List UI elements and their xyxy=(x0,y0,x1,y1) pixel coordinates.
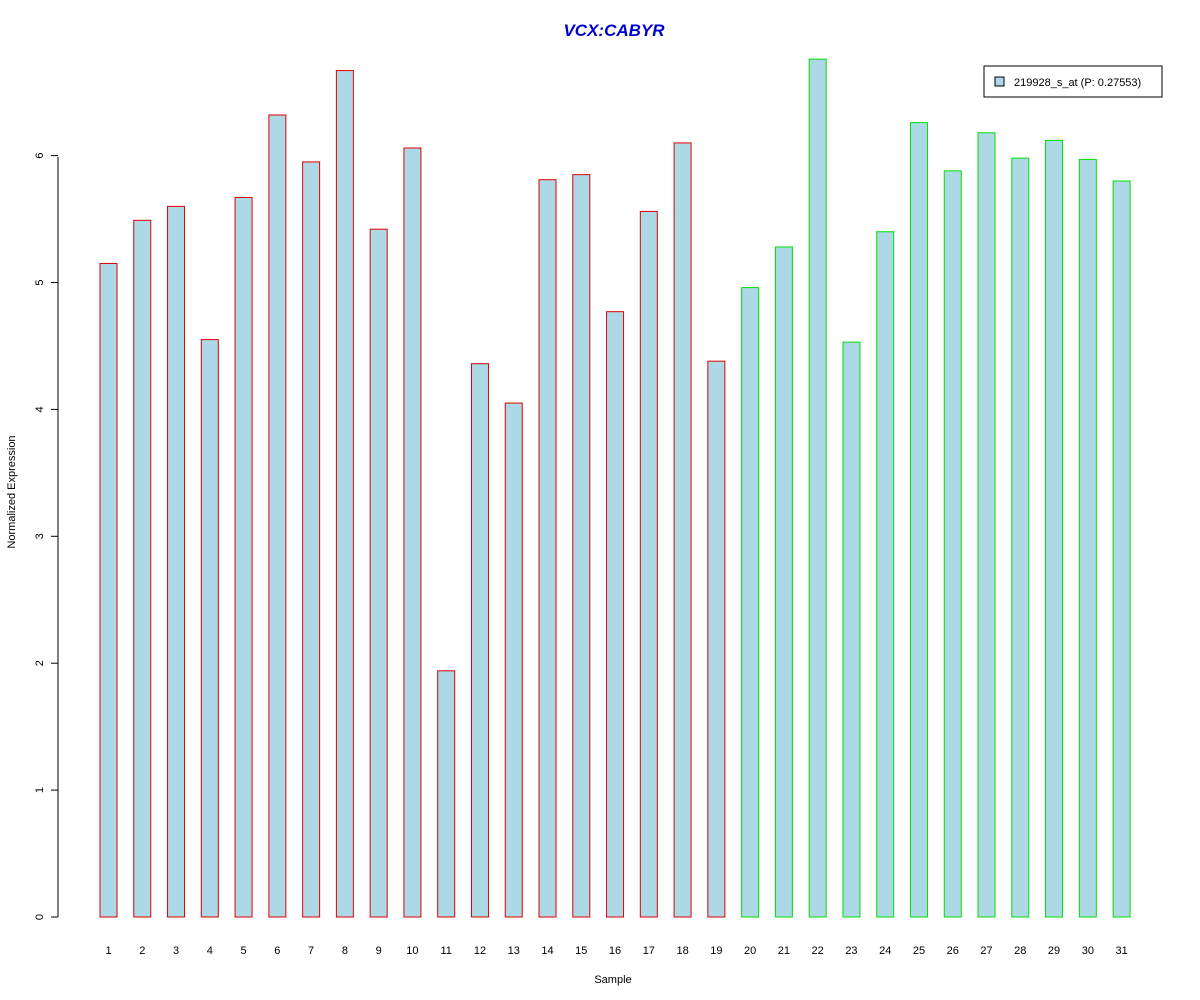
bar-sample-11 xyxy=(437,670,456,918)
x-tick-label: 14 xyxy=(541,945,553,957)
bar-sample-2 xyxy=(133,219,152,918)
x-tick-label: 19 xyxy=(710,945,722,957)
bar-sample-31 xyxy=(1112,180,1131,918)
x-tick-label: 13 xyxy=(508,945,520,957)
y-tick-label: 5 xyxy=(34,279,46,285)
bar-sample-20 xyxy=(741,287,760,918)
legend-box xyxy=(983,65,1163,98)
x-tick-label: 11 xyxy=(440,945,451,957)
x-tick-label: 25 xyxy=(913,945,925,957)
x-tick-label: 1 xyxy=(105,945,111,957)
x-tick-label: 12 xyxy=(474,945,486,957)
bar-sample-18 xyxy=(673,142,692,918)
x-tick-label: 6 xyxy=(274,945,280,957)
x-tick-label: 30 xyxy=(1082,945,1094,957)
y-tick-label: 2 xyxy=(34,660,46,666)
x-tick-label: 22 xyxy=(812,945,824,957)
bar-sample-3 xyxy=(167,205,186,918)
y-axis-label: Normalized Expression xyxy=(6,435,18,548)
bar-sample-10 xyxy=(403,147,422,918)
legend: 219928_s_at (P: 0.27553) xyxy=(983,65,1163,98)
bar-sample-19 xyxy=(707,360,726,918)
x-tick-label: 4 xyxy=(207,945,213,957)
chart-title: VCX:CABYR xyxy=(563,21,665,40)
y-tick-label: 3 xyxy=(34,533,46,539)
x-tick-label: 26 xyxy=(947,945,959,957)
x-tick-labels: 1 2 3 4 5 6 7 8 9 10 11 12 13 14 15 16 17 18 19 20 21 22 23 24 2… xyxy=(105,945,1127,957)
x-tick-label: 27 xyxy=(980,945,992,957)
x-tick-label: 28 xyxy=(1014,945,1026,957)
x-tick-label: 29 xyxy=(1048,945,1060,957)
bar-sample-17 xyxy=(639,210,658,918)
x-tick-label: 18 xyxy=(676,945,688,957)
x-tick-label: 2 xyxy=(139,945,145,957)
y-axis: 0 1 2 3 4 5 6 xyxy=(34,153,59,920)
bar-sample-4 xyxy=(200,339,219,918)
x-tick-label: 16 xyxy=(609,945,621,957)
bar-sample-16 xyxy=(606,311,625,918)
bar-sample-12 xyxy=(470,363,489,918)
bar-sample-21 xyxy=(774,246,793,918)
bar-sample-26 xyxy=(943,170,962,918)
bar-sample-29 xyxy=(1045,139,1064,918)
x-tick-label: 21 xyxy=(778,945,790,957)
bar-sample-23 xyxy=(842,341,861,918)
x-tick-label: 17 xyxy=(643,945,655,957)
x-tick-label: 10 xyxy=(406,945,418,957)
legend-label: 219928_s_at (P: 0.27553) xyxy=(1014,77,1141,89)
x-tick-label: 31 xyxy=(1115,945,1127,957)
bar-sample-25 xyxy=(909,122,928,918)
y-tick-label: 0 xyxy=(34,914,46,920)
legend-swatch xyxy=(994,76,1005,87)
x-tick-label: 5 xyxy=(241,945,247,957)
bar-sample-7 xyxy=(302,161,321,918)
bar-sample-1 xyxy=(99,262,118,918)
x-tick-label: 8 xyxy=(342,945,348,957)
bar-sample-13 xyxy=(504,402,523,918)
bar-sample-15 xyxy=(572,174,591,918)
bar-sample-14 xyxy=(538,179,557,918)
y-tick-label: 1 xyxy=(34,787,46,793)
bar-sample-27 xyxy=(977,132,996,918)
x-tick-label: 7 xyxy=(308,945,314,957)
y-tick-label: 6 xyxy=(34,153,46,159)
bar-sample-30 xyxy=(1078,158,1097,918)
bars-group xyxy=(99,58,1131,918)
x-tick-label: 24 xyxy=(879,945,891,957)
x-tick-label: 3 xyxy=(173,945,179,957)
bar-sample-22 xyxy=(808,58,827,918)
x-tick-label: 23 xyxy=(845,945,857,957)
bar-sample-28 xyxy=(1011,157,1030,918)
x-tick-label: 15 xyxy=(575,945,587,957)
x-axis-label: Sample xyxy=(594,974,631,986)
bar-sample-24 xyxy=(876,231,895,918)
bar-sample-9 xyxy=(369,228,388,918)
bar-sample-5 xyxy=(234,196,253,918)
bar-sample-8 xyxy=(335,70,354,918)
y-tick-label: 4 xyxy=(34,406,46,412)
bar-sample-6 xyxy=(268,114,287,918)
x-tick-label: 9 xyxy=(376,945,382,957)
x-tick-label: 20 xyxy=(744,945,756,957)
